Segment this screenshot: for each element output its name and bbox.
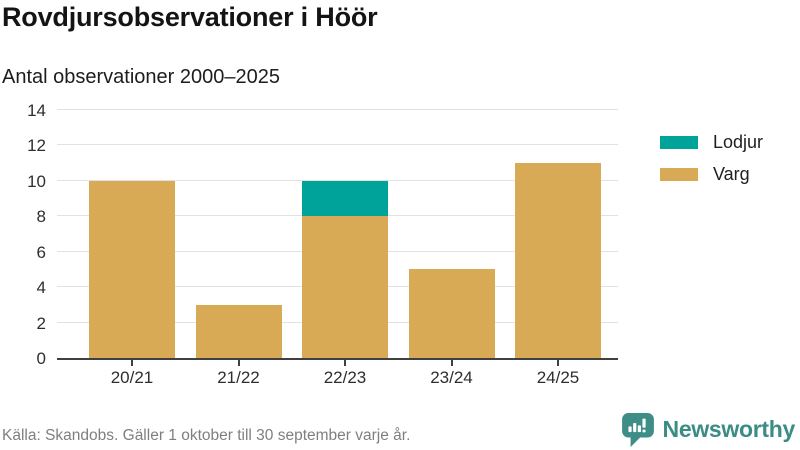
chart-subtitle: Antal observationer 2000–2025: [2, 66, 280, 88]
lodjur-swatch: [660, 136, 698, 149]
bar-chart-speech-bubble-icon: [621, 413, 654, 447]
gridline: [57, 179, 618, 181]
bar-segment-varg-21/22: [195, 304, 282, 358]
x-tick-label: 20/21: [110, 368, 154, 387]
x-tick-label: 24/25: [536, 368, 580, 387]
y-tick-label: 14: [27, 101, 46, 120]
y-tick-label: 2: [36, 313, 46, 333]
bar-segment-varg-23/24: [408, 269, 495, 358]
source-note: Källa: Skandobs. Gäller 1 oktober till 3…: [2, 427, 411, 444]
varg-swatch: [660, 168, 698, 181]
y-tick-label: 6: [36, 242, 46, 262]
x-tick: [131, 360, 133, 366]
x-tick: [237, 360, 240, 366]
legend: Lodjur Varg: [660, 132, 763, 185]
bar-segment-varg-24/25: [515, 163, 601, 358]
gridline: [57, 144, 618, 146]
legend-item-varg: Varg: [660, 164, 763, 185]
legend-label-lodjur: Lodjur: [713, 132, 764, 152]
bar-segment-lodjur-22/23: [302, 180, 388, 217]
x-tick-label: 23/24: [430, 368, 473, 387]
newsworthy-logo: Newsworthy: [621, 412, 795, 447]
plot-area: [57, 109, 618, 360]
bar-segment-varg-20/21: [89, 180, 175, 358]
chart-title: Rovdjursobservationer i Höör: [2, 2, 378, 32]
y-tick-label: 8: [36, 207, 46, 227]
x-tick-label: 22/23: [323, 368, 367, 387]
x-tick: [450, 360, 453, 366]
legend-label-varg: Varg: [713, 164, 750, 184]
x-tick-label: 21/22: [217, 368, 260, 387]
newsworthy-wordmark: Newsworthy: [662, 416, 796, 442]
x-tick: [557, 360, 559, 366]
y-tick-label: 4: [36, 278, 46, 298]
x-tick: [344, 360, 346, 366]
y-tick-label: 10: [27, 171, 46, 191]
legend-item-lodjur: Lodjur: [660, 132, 763, 153]
y-tick-label: 12: [27, 136, 46, 156]
y-tick-label: 0: [36, 349, 46, 368]
bar-segment-varg-22/23: [302, 216, 388, 358]
gridline: [57, 109, 618, 110]
